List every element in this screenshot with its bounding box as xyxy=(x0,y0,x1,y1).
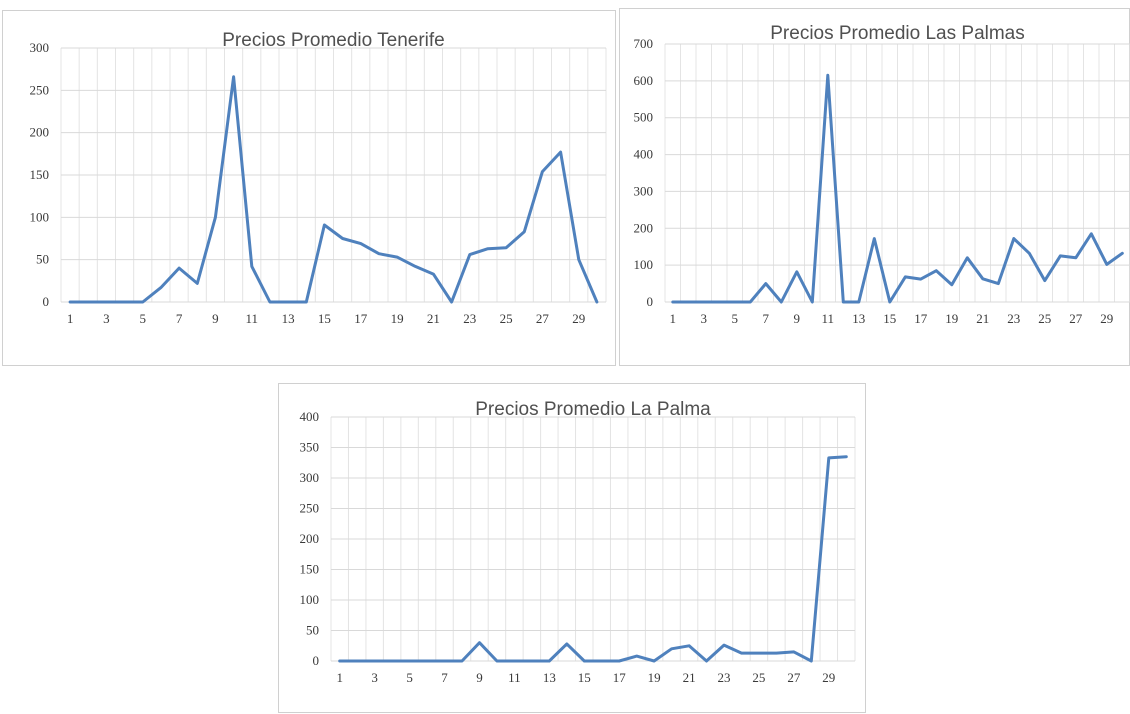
y-tick-label: 100 xyxy=(30,209,50,224)
y-tick-label: 200 xyxy=(300,531,320,546)
x-tick-label: 25 xyxy=(752,670,765,685)
y-tick-label: 200 xyxy=(634,220,654,235)
y-tick-label: 0 xyxy=(43,294,50,309)
x-tick-label: 1 xyxy=(336,670,343,685)
y-tick-label: 400 xyxy=(300,409,320,424)
y-tick-label: 0 xyxy=(313,653,320,668)
y-tick-label: 350 xyxy=(300,440,320,455)
y-tick-label: 200 xyxy=(30,125,50,140)
x-tick-label: 7 xyxy=(441,670,448,685)
y-tick-label: 250 xyxy=(300,501,320,516)
y-tick-label: 700 xyxy=(634,36,654,51)
x-tick-label: 21 xyxy=(976,311,989,326)
x-tick-label: 3 xyxy=(103,311,110,326)
y-tick-label: 50 xyxy=(306,623,319,638)
x-tick-label: 5 xyxy=(732,311,739,326)
x-tick-label: 7 xyxy=(763,311,770,326)
y-tick-label: 250 xyxy=(30,82,50,97)
x-tick-label: 7 xyxy=(176,311,183,326)
x-tick-label: 13 xyxy=(543,670,556,685)
y-tick-label: 100 xyxy=(300,592,320,607)
series-line xyxy=(671,73,1124,304)
x-tick-label: 19 xyxy=(945,311,958,326)
chart-title: Precios Promedio Tenerife xyxy=(222,30,444,51)
x-tick-label: 1 xyxy=(67,311,74,326)
y-tick-label: 50 xyxy=(36,252,49,267)
x-tick-label: 15 xyxy=(318,311,331,326)
chart-panel-tenerife: 0 50 100 150 200 250 300 1 3 5 7 9 11 13 15 17 19 21 23 25 2… xyxy=(2,10,616,366)
y-tick-label: 400 xyxy=(634,147,654,162)
y-tick-label: 150 xyxy=(300,562,320,577)
y-tick-label: 300 xyxy=(634,183,654,198)
x-tick-label: 25 xyxy=(1038,311,1051,326)
x-tick-label: 23 xyxy=(718,670,731,685)
chart-panel-la-palma: 0 50 100 150 200 250 300 350 400 1 3 5 7 9 11 13 15 17 19 2… xyxy=(278,383,866,713)
y-tick-label: 500 xyxy=(634,110,654,125)
x-tick-label: 1 xyxy=(670,311,677,326)
x-tick-label: 9 xyxy=(476,670,483,685)
x-tick-label: 9 xyxy=(794,311,801,326)
y-tick-label: 0 xyxy=(647,294,654,309)
x-tick-label: 15 xyxy=(578,670,591,685)
x-tick-label: 19 xyxy=(648,670,661,685)
x-tick-label: 17 xyxy=(354,311,368,326)
y-tick-label: 150 xyxy=(30,167,50,182)
chart-title: Precios Promedio La Palma xyxy=(475,399,711,420)
x-tick-label: 13 xyxy=(852,311,865,326)
x-tick-label: 3 xyxy=(701,311,708,326)
x-tick-label: 21 xyxy=(427,311,440,326)
x-tick-label: 17 xyxy=(613,670,627,685)
series-line xyxy=(68,75,599,304)
x-tick-label: 11 xyxy=(508,670,521,685)
x-tick-label: 29 xyxy=(1100,311,1113,326)
x-tick-label: 17 xyxy=(914,311,928,326)
x-tick-label: 13 xyxy=(282,311,295,326)
x-tick-label: 29 xyxy=(822,670,835,685)
y-tick-label: 100 xyxy=(634,257,654,272)
y-tick-label: 300 xyxy=(30,40,50,55)
x-tick-label: 27 xyxy=(1069,311,1083,326)
series-line xyxy=(338,455,848,663)
x-tick-label: 19 xyxy=(391,311,404,326)
x-tick-label: 5 xyxy=(406,670,413,685)
x-tick-label: 9 xyxy=(212,311,219,326)
x-tick-label: 3 xyxy=(371,670,378,685)
x-tick-label: 25 xyxy=(500,311,513,326)
x-tick-label: 23 xyxy=(1007,311,1020,326)
x-tick-label: 11 xyxy=(821,311,834,326)
x-tick-label: 5 xyxy=(140,311,147,326)
y-tick-label: 300 xyxy=(300,470,320,485)
x-tick-label: 23 xyxy=(463,311,476,326)
chart-panel-las-palmas: 0 100 200 300 400 500 600 700 1 3 5 7 9 11 13 15 17 19 21 2… xyxy=(619,8,1130,366)
y-tick-label: 600 xyxy=(634,73,654,88)
x-tick-label: 21 xyxy=(683,670,696,685)
x-tick-label: 15 xyxy=(883,311,896,326)
x-tick-label: 27 xyxy=(787,670,801,685)
x-tick-label: 11 xyxy=(245,311,258,326)
chart-title: Precios Promedio Las Palmas xyxy=(770,23,1025,44)
x-tick-label: 27 xyxy=(536,311,550,326)
x-tick-label: 29 xyxy=(572,311,585,326)
